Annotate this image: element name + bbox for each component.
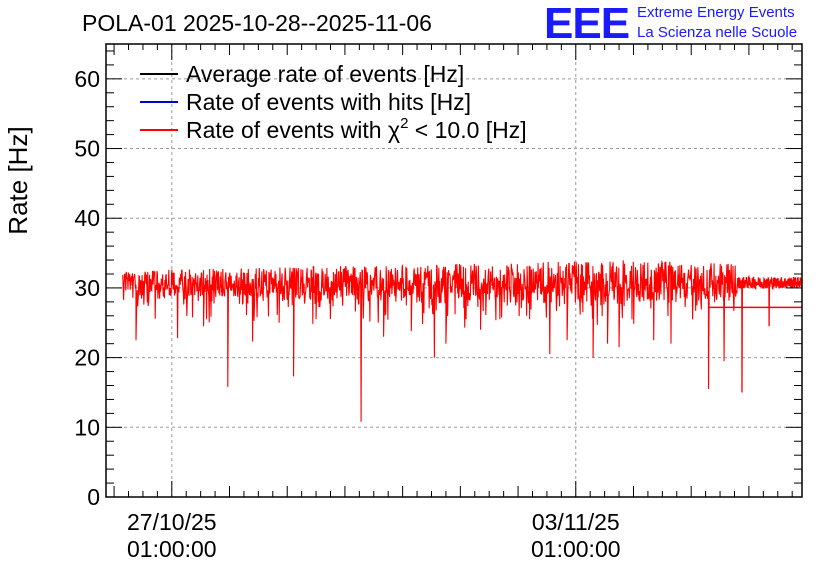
chart-title: POLA-01 2025-10-28--2025-11-06: [82, 10, 432, 36]
y-tick-label: 30: [74, 275, 100, 301]
axis-ticks: [106, 44, 802, 498]
y-tick-label: 0: [87, 484, 100, 510]
series-chi2-tail: [736, 274, 803, 393]
eee-logo: EEE: [544, 0, 630, 48]
y-tick-labels: 0 10 20 30 40 50 60: [74, 66, 100, 510]
legend-label: Rate of events with χ2 < 10.0 [Hz]: [186, 115, 527, 143]
x-tick-label-date: 27/10/25: [127, 509, 217, 535]
gridlines: [106, 44, 802, 497]
y-axis-title: Rate [Hz]: [3, 126, 33, 234]
series-chi2-line: [122, 259, 738, 422]
plot-frame: [105, 43, 803, 498]
brand-line-1: Extreme Energy Events: [637, 4, 795, 21]
x-tick-label-date: 03/11/25: [532, 509, 620, 535]
y-tick-label: 60: [74, 66, 100, 92]
y-tick-label: 10: [74, 414, 100, 440]
y-tick-label: 50: [74, 136, 100, 162]
legend-label: Rate of events with hits [Hz]: [186, 89, 471, 115]
legend: Average rate of events [Hz]Rate of event…: [140, 61, 527, 143]
brand-line-2: La Scienza nelle Scuole: [637, 24, 798, 41]
y-tick-label: 40: [74, 205, 100, 231]
x-tick-label-time: 01:00:00: [127, 536, 217, 562]
legend-label: Average rate of events [Hz]: [186, 61, 464, 87]
series-layer: [122, 259, 803, 422]
y-tick-label: 20: [74, 345, 100, 371]
x-tick-label-time: 01:00:00: [531, 536, 621, 562]
